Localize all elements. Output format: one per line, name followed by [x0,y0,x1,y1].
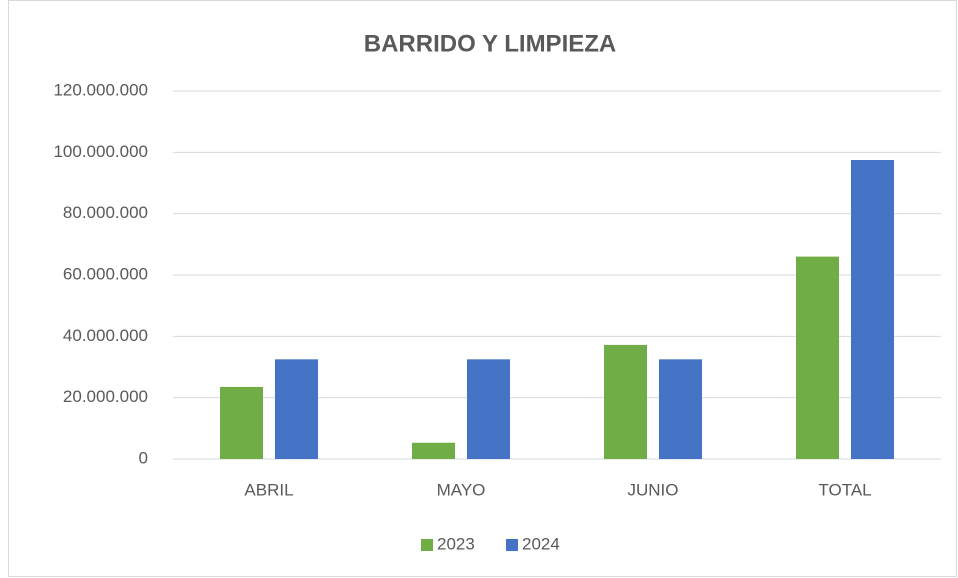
x-tick-label: ABRIL [244,480,293,499]
bar [467,359,510,459]
y-tick-label: 0 [139,448,148,467]
y-tick-label: 80.000.000 [63,203,148,222]
legend-swatch [421,539,433,551]
x-tick-label: MAYO [437,480,486,499]
bar [275,359,318,459]
y-tick-label: 20.000.000 [63,387,148,406]
legend-label: 2023 [437,534,475,553]
legend-swatch [506,539,518,551]
x-tick-label: JUNIO [628,480,679,499]
bar [220,386,263,459]
x-tick-label: TOTAL [818,480,871,499]
y-tick-label: 120.000.000 [53,80,148,99]
bar [604,344,647,459]
bar [796,256,839,459]
legend-label: 2024 [522,534,560,553]
y-tick-label: 40.000.000 [63,326,148,345]
y-tick-label: 60.000.000 [63,264,148,283]
bar [412,442,455,459]
chart-title: BARRIDO Y LIMPIEZA [364,30,616,57]
bar [851,160,894,459]
bar [659,359,702,459]
y-tick-label: 100.000.000 [53,142,148,161]
